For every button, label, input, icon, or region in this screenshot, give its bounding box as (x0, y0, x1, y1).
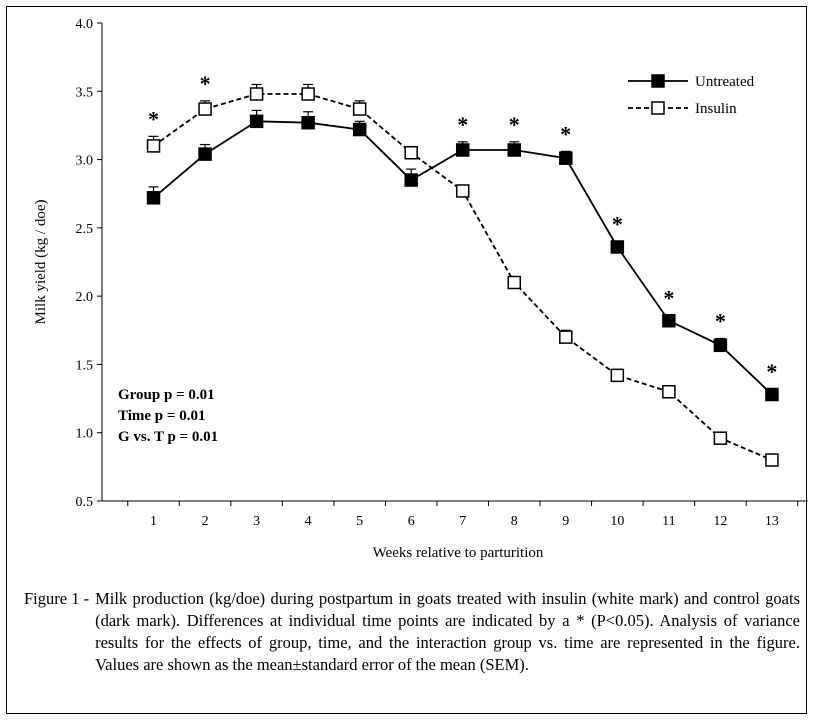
significance-asterisk: * (663, 285, 674, 310)
significance-asterisk: * (200, 71, 211, 96)
data-point (301, 115, 315, 130)
data-point (713, 431, 728, 445)
y-tick-label: 2.0 (76, 290, 94, 305)
series-line-untreated (152, 120, 773, 396)
series-insulin (146, 83, 779, 467)
legend-marker (651, 74, 665, 88)
anova-line: Time p = 0.01 (118, 408, 205, 424)
data-point (352, 102, 367, 116)
significance-asterisk: * (509, 112, 520, 137)
figure-frame (6, 6, 807, 714)
significance-asterisk: * (612, 212, 623, 237)
data-point (249, 87, 264, 101)
data-point (455, 184, 470, 198)
y-tick-label: 1.0 (76, 427, 94, 442)
data-point (507, 275, 522, 290)
data-point (404, 145, 418, 160)
legend-marker (651, 101, 665, 115)
y-tick-label: 4.0 (76, 17, 94, 32)
series-untreated (146, 109, 779, 402)
x-tick-label: 4 (305, 514, 312, 529)
data-point (713, 338, 728, 353)
significance-asterisk: * (560, 121, 571, 146)
legend-label: Insulin (695, 101, 737, 117)
data-point (610, 240, 625, 254)
x-tick-label: 12 (713, 514, 727, 529)
significance-asterisk: * (148, 106, 159, 131)
x-tick-label: 10 (610, 514, 624, 529)
y-tick-label: 2.5 (76, 222, 94, 237)
y-tick-label: 0.5 (76, 495, 94, 510)
x-tick-label: 3 (253, 514, 260, 529)
data-point (249, 114, 264, 129)
data-point (198, 147, 212, 161)
data-point (662, 313, 676, 328)
milk-yield-chart: 0.51.01.52.02.53.03.54.01 2 3 4 5 6 7 8 9 10 11 12 1… (33, 17, 808, 561)
y-tick-label: 3.0 (76, 154, 94, 169)
x-tick-label: 1 (150, 514, 157, 529)
anova-line: Group p = 0.01 (118, 387, 215, 403)
significance-asterisk: * (766, 359, 777, 384)
data-point (559, 151, 573, 165)
legend-label: Untreated (695, 74, 755, 90)
significance-asterisk: * (457, 112, 468, 137)
data-point (404, 173, 418, 187)
chart-legend: Untreated Insulin (628, 74, 755, 117)
x-tick-label: 8 (511, 514, 518, 529)
x-axis-label: Weeks relative to parturition (373, 545, 544, 561)
data-point (301, 87, 315, 101)
x-tick-label: 2 (202, 514, 209, 529)
x-tick-label: 7 (459, 514, 466, 529)
data-point (146, 139, 161, 153)
data-point (765, 387, 779, 402)
chart-series (146, 83, 779, 467)
data-point (455, 143, 470, 157)
x-tick-label: 9 (562, 514, 569, 529)
y-axis-label: Milk yield (kg / doe) (33, 200, 49, 325)
significance-asterisk: * (715, 308, 726, 333)
data-point (352, 122, 367, 137)
figure-caption: Figure 1 - Milk production (kg/doe) duri… (24, 588, 800, 676)
data-point (146, 191, 161, 205)
y-tick-label: 3.5 (76, 85, 94, 100)
anova-annotations: Group p = 0.01 Time p = 0.01 G vs. T p = 0… (118, 387, 218, 445)
x-tick-label: 6 (408, 514, 415, 529)
x-tick-label: 11 (662, 514, 675, 529)
data-point (662, 384, 676, 399)
data-point (610, 368, 625, 383)
y-tick-label: 1.5 (76, 358, 94, 373)
anova-line: G vs. T p = 0.01 (118, 429, 218, 445)
x-tick-label: 13 (765, 514, 779, 529)
caption-text: Milk production (kg/doe) during postpart… (95, 589, 800, 674)
data-point (507, 143, 522, 157)
x-tick-label: 5 (356, 514, 363, 529)
chart-axes: 0.51.01.52.02.53.03.54.01 2 3 4 5 6 7 8 9 10 11 12 1… (76, 17, 808, 529)
data-point (198, 102, 212, 116)
data-point (559, 330, 573, 344)
data-point (765, 453, 779, 467)
significance-marks: * * * * * * * * * (148, 71, 777, 384)
caption-prefix: Figure 1 - (24, 589, 90, 608)
